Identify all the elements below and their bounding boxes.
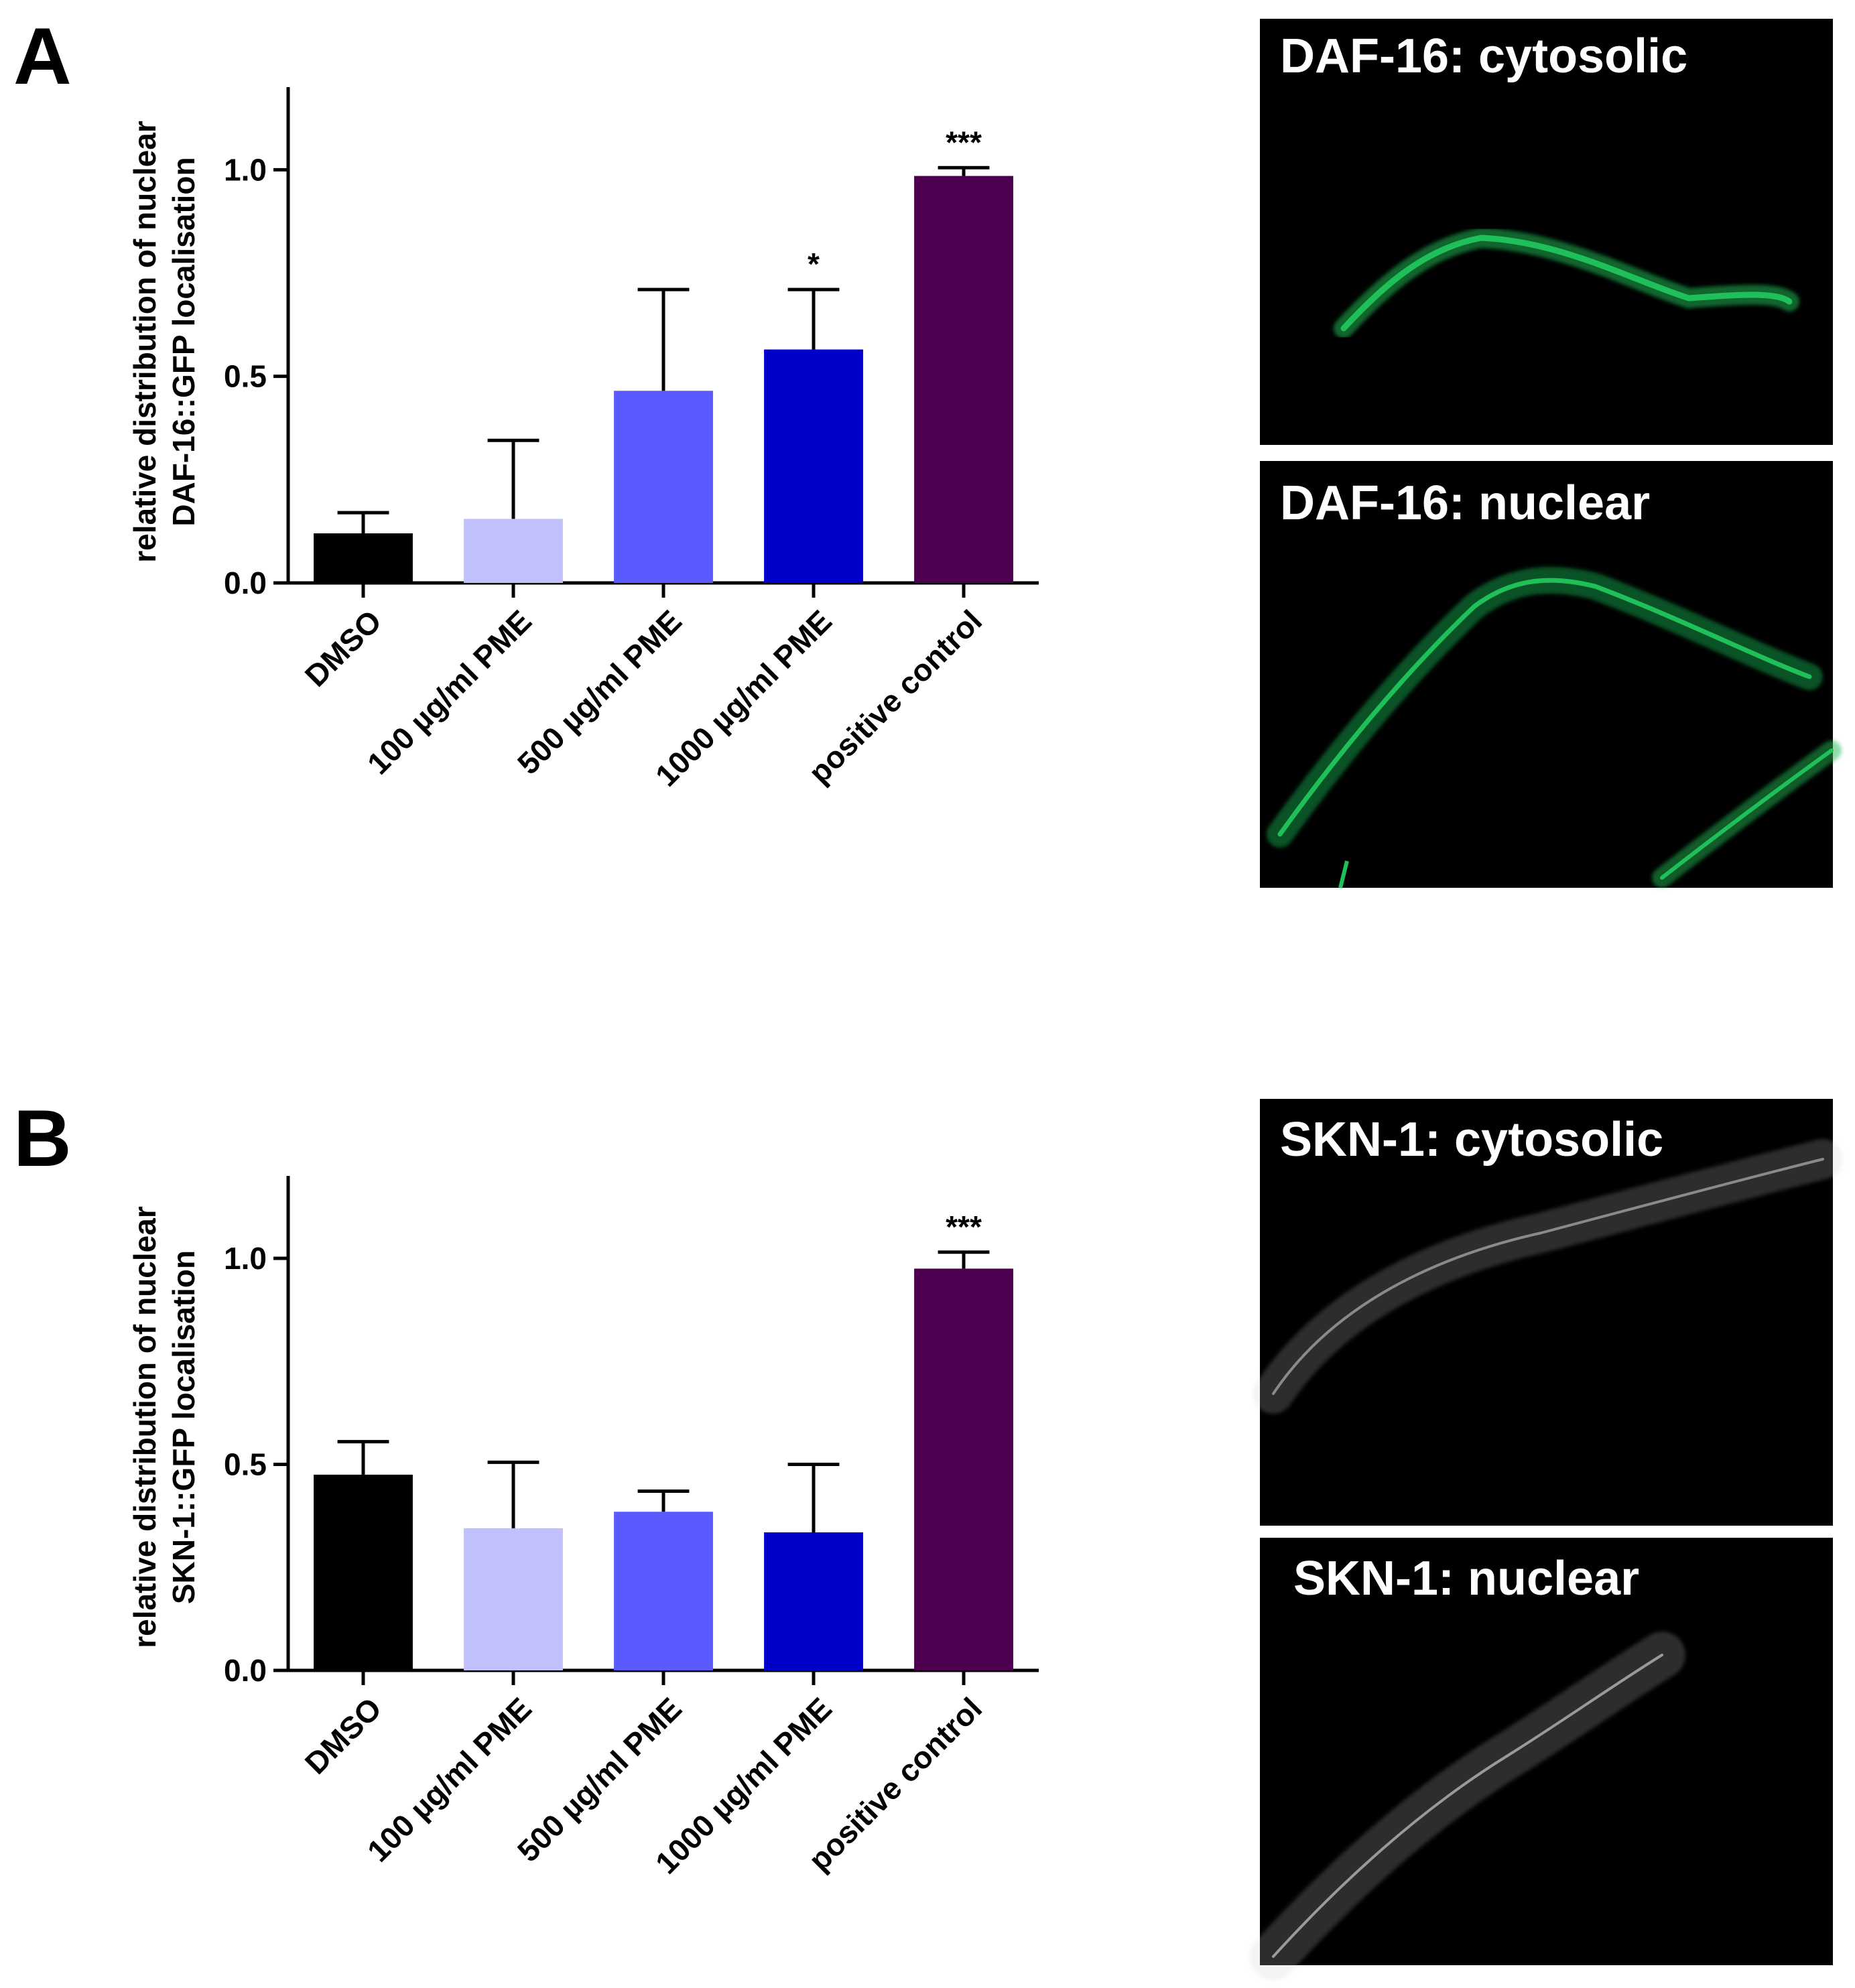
bar bbox=[314, 533, 413, 583]
micrograph-title: DAF-16: nuclear bbox=[1280, 476, 1650, 530]
micrograph-daf16-cytosolic: DAF-16: cytosolic bbox=[1260, 19, 1833, 445]
chart-b-ylabel-line1: relative distribution of nuclear bbox=[127, 1206, 162, 1648]
category-label: 500 µg/ml PME bbox=[511, 1691, 688, 1868]
micrograph-background bbox=[1260, 19, 1833, 445]
bar bbox=[764, 1532, 863, 1670]
chart-b-ylabel-line2: SKN-1::GFP localisation bbox=[166, 1250, 201, 1604]
y-tick-label: 0.5 bbox=[224, 1447, 267, 1482]
bar bbox=[314, 1474, 413, 1670]
y-tick-label: 1.0 bbox=[224, 1241, 267, 1276]
chart-a-ylabel-line2: DAF-16::GFP localisation bbox=[166, 157, 201, 526]
y-tick-label: 0.5 bbox=[224, 359, 267, 394]
category-label: 500 µg/ml PME bbox=[511, 603, 688, 781]
y-tick-label: 1.0 bbox=[224, 152, 267, 187]
category-label: DMSO bbox=[298, 1691, 388, 1780]
worm-body bbox=[1277, 578, 1812, 837]
micrograph-title: SKN-1: cytosolic bbox=[1280, 1113, 1663, 1167]
category-label: 100 µg/ml PME bbox=[361, 1691, 538, 1868]
bar bbox=[614, 1512, 713, 1670]
worm-body bbox=[1272, 1654, 1663, 1958]
worm-body-second-line bbox=[1660, 748, 1834, 880]
bar bbox=[614, 391, 713, 583]
panel-letter-b: B bbox=[13, 1094, 72, 1183]
micrograph-skn1-cytosolic: SKN-1: cytosolic bbox=[1253, 1099, 1843, 1526]
worm-body bbox=[1340, 235, 1793, 332]
micrograph-skn1-nuclear: SKN-1: nuclear bbox=[1250, 1538, 1833, 1980]
worm-fragment bbox=[1338, 860, 1349, 888]
chart-a-bars bbox=[314, 165, 1013, 583]
y-tick-label: 0.0 bbox=[224, 1653, 267, 1688]
micrograph-title: DAF-16: cytosolic bbox=[1280, 29, 1687, 83]
bar bbox=[764, 349, 863, 583]
chart-a-ylabel-line1: relative distribution of nuclear bbox=[127, 121, 162, 563]
chart-b: relative distribution of nuclear SKN-1::… bbox=[127, 1176, 1039, 1881]
micrograph-title: SKN-1: nuclear bbox=[1293, 1552, 1639, 1605]
category-label: DMSO bbox=[298, 603, 388, 693]
bar bbox=[464, 1528, 563, 1670]
panel-letter-a: A bbox=[13, 11, 72, 101]
significance-label: *** bbox=[946, 1209, 982, 1244]
chart-a: relative distribution of nuclear DAF-16:… bbox=[127, 87, 1039, 793]
significance-label: * bbox=[808, 247, 820, 281]
category-label: 100 µg/ml PME bbox=[361, 603, 538, 781]
worm-body bbox=[1272, 1158, 1824, 1395]
y-tick-label: 0.0 bbox=[224, 566, 267, 600]
bar bbox=[464, 519, 563, 583]
significance-label: *** bbox=[946, 125, 982, 159]
bar bbox=[914, 176, 1013, 583]
micrograph-daf16-nuclear: DAF-16: nuclear bbox=[1260, 461, 1842, 888]
bar bbox=[914, 1268, 1013, 1670]
chart-b-bars bbox=[314, 1250, 1013, 1670]
